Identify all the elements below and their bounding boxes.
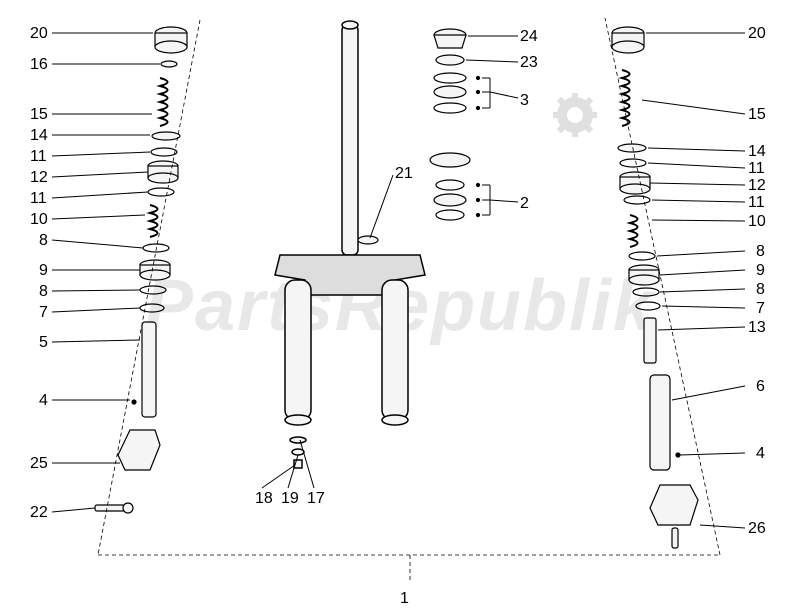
callout-number: 25	[30, 455, 48, 473]
parts-svg	[0, 0, 800, 611]
callout-number: 9	[756, 262, 765, 280]
callout-number: 18	[255, 490, 273, 508]
callout-number: 20	[748, 25, 766, 43]
callout-number: 15	[748, 106, 766, 124]
callout-number: 8	[39, 232, 48, 250]
callout-number: 11	[30, 190, 47, 208]
callout-number: 11	[30, 148, 47, 166]
callout-number: 23	[520, 54, 538, 72]
callout-number: 22	[30, 504, 48, 522]
callout-number: 12	[748, 177, 766, 195]
callout-number: 15	[30, 106, 48, 124]
callout-number: 7	[756, 300, 765, 318]
callout-number: 14	[30, 127, 48, 145]
callout-number: 17	[307, 490, 325, 508]
callout-number: 14	[748, 143, 766, 161]
callout-number: 2	[520, 195, 529, 213]
callout-number: 4	[39, 392, 48, 410]
callout-number: 13	[748, 319, 766, 337]
callout-number: 11	[748, 194, 765, 212]
callout-number: 9	[39, 262, 48, 280]
callout-number: 16	[30, 56, 48, 74]
callout-number: 19	[281, 490, 299, 508]
callout-number: 1	[400, 590, 409, 608]
callout-number: 24	[520, 28, 538, 46]
callout-number: 11	[748, 160, 765, 178]
callout-number: 7	[39, 304, 48, 322]
callout-number: 6	[756, 378, 765, 396]
callout-number: 4	[756, 445, 765, 463]
callout-number: 20	[30, 25, 48, 43]
callout-number: 10	[30, 211, 48, 229]
callout-number: 8	[756, 281, 765, 299]
callout-number: 8	[756, 243, 765, 261]
callout-number: 21	[395, 165, 413, 183]
callout-number: 3	[520, 92, 529, 110]
callout-number: 26	[748, 520, 766, 538]
callout-number: 10	[748, 213, 766, 231]
parts-diagram: 2016151411121110898754252220151411121110…	[0, 0, 800, 611]
callout-number: 12	[30, 169, 48, 187]
callout-number: 8	[39, 283, 48, 301]
callout-number: 5	[39, 334, 48, 352]
